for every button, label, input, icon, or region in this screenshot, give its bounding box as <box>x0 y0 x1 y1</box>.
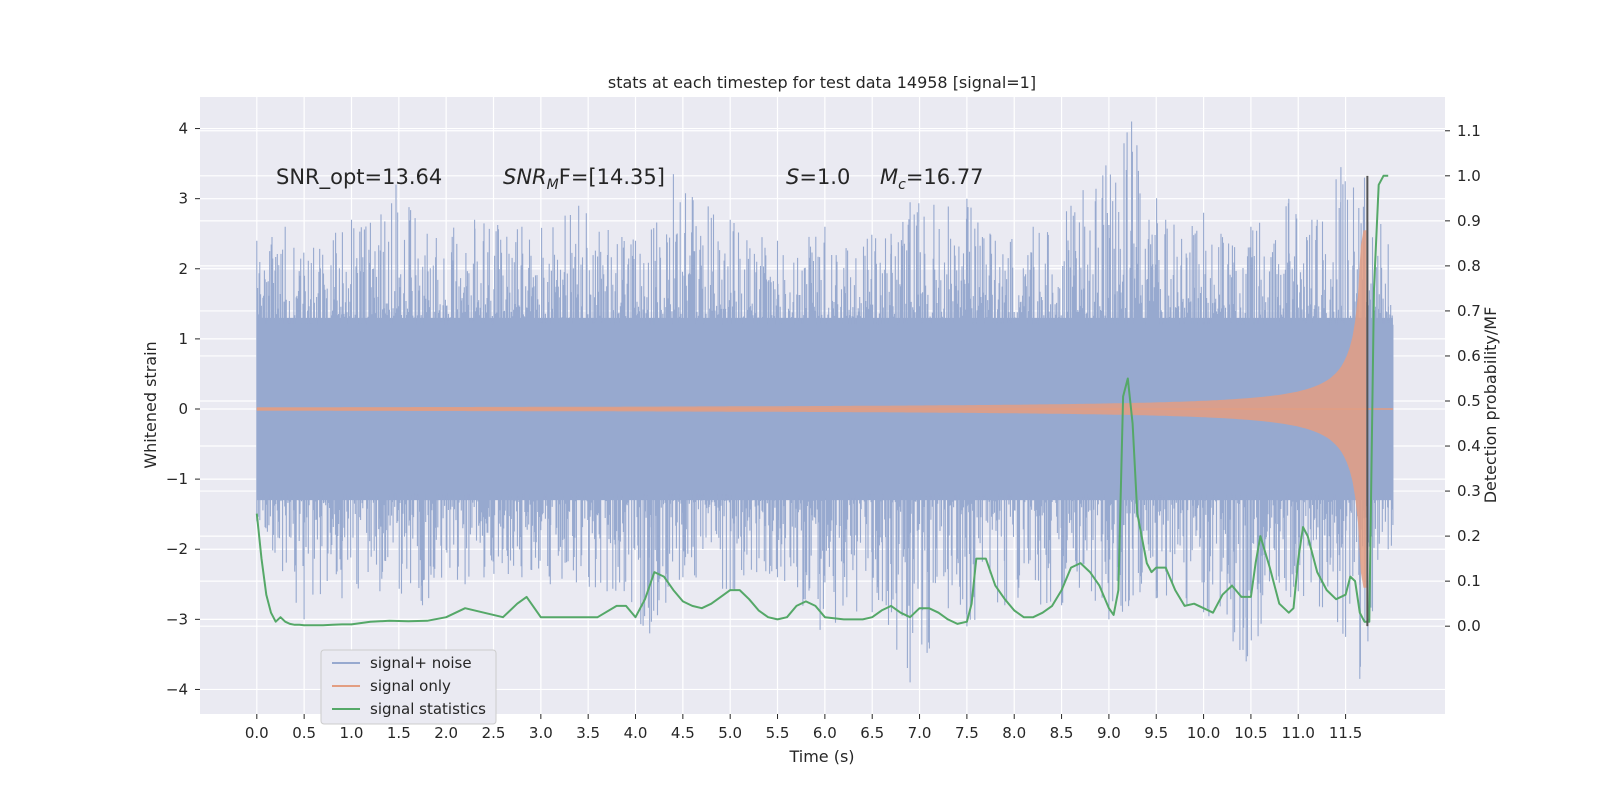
legend: signal+ noise signal only signal statist… <box>320 649 497 725</box>
annotation-snr-mf-value: F=[14.35] <box>559 165 665 189</box>
annotation-mc-symbol: M <box>880 165 898 189</box>
legend-label-signal-statistics: signal statistics <box>370 700 486 718</box>
x-tick-label: 5.5 <box>766 724 790 742</box>
y-right-tick-label: 0.2 <box>1457 527 1481 545</box>
y-tick-label: −1 <box>166 470 188 488</box>
x-tick-label: 1.5 <box>387 724 411 742</box>
x-tick-label: 2.0 <box>434 724 458 742</box>
annotation-mc-subscript: c <box>898 177 906 193</box>
y-tick-label: 2 <box>178 260 188 278</box>
annotation-mc: Mc=16.77 <box>880 165 984 193</box>
x-tick-label: 0.5 <box>292 724 316 742</box>
y-right-tick-label: 0.3 <box>1457 482 1481 500</box>
y-right-tick-label: 0.6 <box>1457 347 1481 365</box>
annotation-s-symbol: S <box>786 165 799 189</box>
x-tick-label: 6.0 <box>813 724 837 742</box>
annotation-mc-value: =16.77 <box>906 165 984 189</box>
y-right-tick-label: 0.0 <box>1457 617 1481 635</box>
y-right-tick-label: 0.9 <box>1457 212 1481 230</box>
x-axis-label: Time (s) <box>788 747 854 766</box>
y-tick-label: 0 <box>178 400 188 418</box>
x-tick-label: 7.0 <box>908 724 932 742</box>
y-tick-label: −4 <box>166 680 188 698</box>
y-right-tick-label: 0.8 <box>1457 257 1481 275</box>
y-right-tick-label: 0.1 <box>1457 572 1481 590</box>
annotation-s-value: =1.0 <box>799 165 850 189</box>
y-axis-right-label: Detection probability/MF <box>1481 307 1500 504</box>
axis-ticks: 0.0 0.5 1.0 1.5 2.0 2.5 3.0 3.5 4.0 4.5 5.0 5.5 6.0 6… <box>166 120 1481 742</box>
x-tick-label: 8.0 <box>1002 724 1026 742</box>
y-right-tick-label: 0.4 <box>1457 437 1481 455</box>
legend-box <box>320 649 497 725</box>
legend-label-signal-only: signal only <box>370 677 451 695</box>
x-tick-label: 9.5 <box>1144 724 1168 742</box>
annotation-snr-mf-subscript: M <box>547 177 559 193</box>
x-tick-label: 11.0 <box>1282 724 1315 742</box>
series-signal-only <box>256 230 1393 588</box>
y-axis-label: Whitened strain <box>141 341 160 468</box>
y-tick-label: −3 <box>166 610 188 628</box>
y-right-tick-label: 0.5 <box>1457 392 1481 410</box>
y-tick-label: 3 <box>178 190 188 208</box>
y-tick-label: 1 <box>178 330 188 348</box>
annotation-s: S=1.0 <box>786 165 850 189</box>
x-tick-label: 11.5 <box>1329 724 1362 742</box>
x-tick-label: 3.5 <box>576 724 600 742</box>
x-tick-label: 10.5 <box>1234 724 1267 742</box>
x-tick-label: 8.5 <box>1050 724 1074 742</box>
annotation-snr-opt: SNR_opt=13.64 <box>276 165 442 190</box>
signal-statistics-line <box>255 174 1389 627</box>
y-tick-label: −2 <box>166 540 188 558</box>
x-tick-label: 4.5 <box>671 724 695 742</box>
chart-title: stats at each timestep for test data 149… <box>608 73 1036 92</box>
x-tick-label: 3.0 <box>529 724 553 742</box>
annotation-snr-mf: SNRMF=[14.35] <box>503 165 665 193</box>
x-tick-label: 4.0 <box>624 724 648 742</box>
annotation-snr-mf-symbol: SNR <box>503 165 547 189</box>
x-tick-label: 1.0 <box>340 724 364 742</box>
y-right-tick-label: 1.1 <box>1457 122 1481 140</box>
x-tick-label: 5.0 <box>718 724 742 742</box>
x-tick-label: 7.5 <box>955 724 979 742</box>
x-tick-label: 2.5 <box>482 724 506 742</box>
legend-label-signal-noise: signal+ noise <box>370 654 472 672</box>
series-signal-statistics <box>255 174 1389 627</box>
x-tick-label: 0.0 <box>245 724 269 742</box>
y-right-tick-label: 0.7 <box>1457 302 1481 320</box>
y-right-tick-label: 1.0 <box>1457 167 1481 185</box>
x-tick-label: 10.0 <box>1187 724 1220 742</box>
y-tick-label: 4 <box>178 120 188 138</box>
x-tick-label: 6.5 <box>860 724 884 742</box>
x-tick-label: 9.0 <box>1097 724 1121 742</box>
